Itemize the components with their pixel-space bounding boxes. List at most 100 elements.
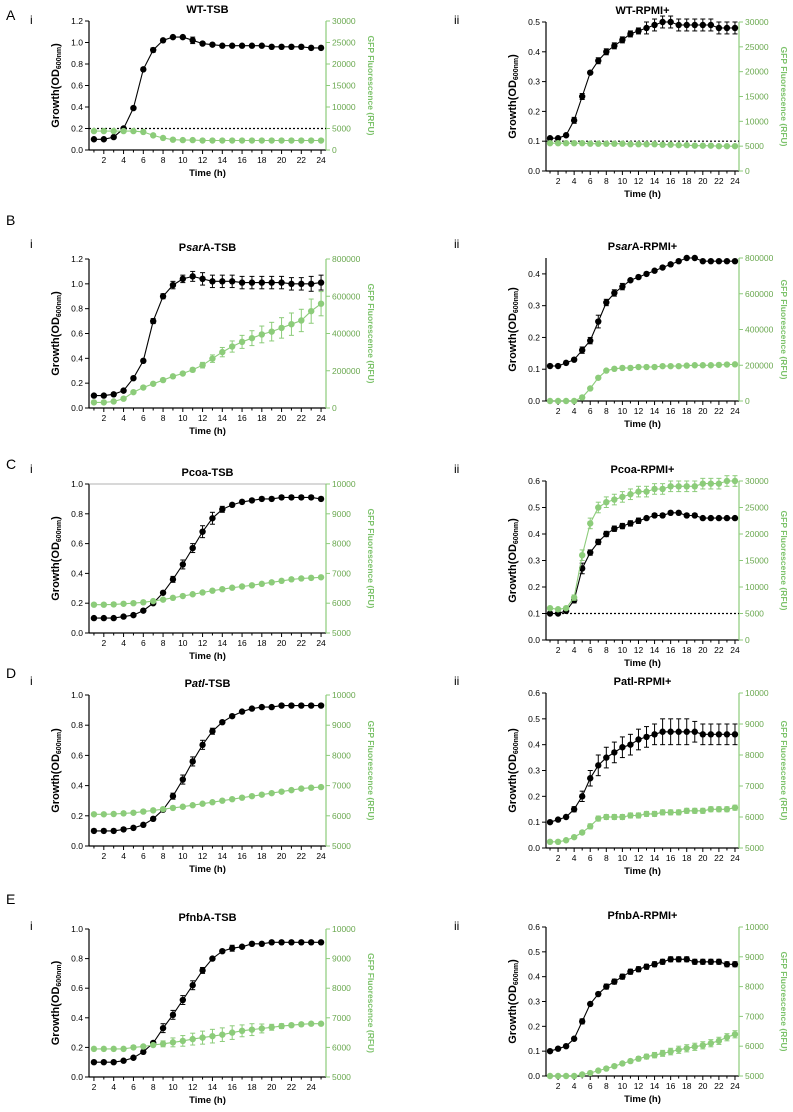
- gfp-point: [667, 1048, 674, 1055]
- gfp-point: [723, 806, 731, 813]
- od-point: [570, 117, 578, 124]
- gfp-point: [546, 838, 554, 845]
- x-axis-label: Time (h): [189, 426, 226, 437]
- y2-tick-label: 400000: [745, 325, 774, 335]
- gfp-point: [715, 142, 723, 150]
- od-point: [627, 741, 634, 748]
- od-point: [562, 132, 570, 139]
- od-point: [603, 48, 610, 55]
- gfp-point: [248, 334, 256, 342]
- section-letter: A: [6, 7, 16, 23]
- gfp-point: [258, 137, 266, 144]
- x-tick-label: 22: [297, 638, 307, 648]
- od-point: [130, 824, 137, 832]
- od-point: [317, 702, 325, 709]
- gfp-point: [189, 366, 196, 374]
- gfp-point: [288, 786, 295, 794]
- od-point: [120, 613, 127, 620]
- od-point: [731, 24, 739, 32]
- gfp-point: [189, 1035, 196, 1043]
- x-tick-label: 4: [572, 1081, 577, 1091]
- panel-title: Pcoa-RPMI+: [611, 464, 675, 476]
- y-tick-label: 0.3: [528, 997, 540, 1007]
- gfp-point: [731, 142, 739, 150]
- gfp-point: [317, 300, 325, 307]
- x-tick-label: 14: [650, 853, 660, 863]
- y2-tick-label: 15000: [745, 556, 769, 566]
- x-tick-label: 10: [168, 1082, 178, 1092]
- y-tick-label: 0.2: [71, 378, 83, 388]
- y-tick-label: 1.0: [71, 924, 83, 934]
- gfp-point: [228, 584, 236, 591]
- y2-tick-label: 200000: [332, 366, 361, 376]
- x-tick-label: 24: [316, 413, 326, 423]
- x-tick-label: 12: [198, 638, 208, 648]
- od-point: [715, 514, 723, 522]
- gfp-point: [603, 813, 610, 821]
- panel-title-italic: sar: [186, 242, 203, 254]
- od-point: [667, 18, 674, 26]
- x-tick-label: 4: [572, 853, 577, 863]
- od-point: [659, 958, 666, 965]
- gfp-point: [683, 141, 690, 149]
- y-axis-label-main: Growth(OD: [50, 317, 62, 376]
- gfp-point: [288, 576, 295, 583]
- od-point: [570, 806, 578, 813]
- gfp-point: [169, 1039, 177, 1046]
- od-point: [635, 27, 642, 35]
- x-tick-label: 6: [588, 853, 593, 863]
- gfp-point: [546, 139, 554, 147]
- x-tick-label: 20: [277, 851, 287, 861]
- x-tick-label: 10: [618, 406, 628, 416]
- gfp-point: [683, 362, 690, 369]
- gfp-point: [691, 483, 698, 490]
- od-point: [603, 754, 610, 761]
- gfp-point: [546, 605, 554, 612]
- od-point: [683, 512, 690, 519]
- od-point: [90, 1059, 98, 1066]
- od-point: [189, 273, 196, 280]
- gfp-point: [587, 385, 594, 392]
- x-tick-label: 6: [588, 1081, 593, 1091]
- x-tick-label: 10: [178, 851, 188, 861]
- x-tick-label: 18: [682, 176, 692, 186]
- y2-tick-label: 20000: [745, 67, 769, 77]
- od-point: [130, 611, 137, 619]
- series-od: [90, 494, 325, 622]
- gfp-point: [90, 127, 98, 135]
- x-tick-label: 16: [227, 1082, 237, 1092]
- x-tick-label: 6: [588, 406, 593, 416]
- gfp-point: [209, 799, 216, 806]
- gfp-point: [278, 324, 285, 332]
- od-point: [651, 731, 658, 738]
- gfp-point: [554, 606, 562, 613]
- gfp-point: [140, 1043, 147, 1050]
- gfp-point: [619, 813, 626, 821]
- od-point: [268, 703, 275, 711]
- od-point: [169, 576, 177, 583]
- od-point: [635, 273, 642, 281]
- section-letter: E: [6, 891, 15, 907]
- gfp-point: [90, 399, 98, 406]
- x-tick-label: 4: [572, 645, 577, 655]
- gfp-point: [635, 1055, 642, 1062]
- gfp-point: [90, 811, 98, 818]
- x-axis-label: Time (h): [624, 189, 661, 200]
- gfp-point: [278, 137, 285, 144]
- gfp-point: [723, 361, 731, 368]
- gfp-curve: [550, 807, 736, 843]
- od-point: [189, 758, 196, 765]
- gfp-point: [562, 1072, 570, 1080]
- gfp-point: [90, 1045, 98, 1053]
- x-tick-label: 14: [650, 645, 660, 655]
- y2-axis-label: GFP Fluorescence (RFU): [779, 511, 789, 611]
- od-point: [238, 42, 246, 49]
- gfp-point: [627, 364, 634, 372]
- x-tick-label: 24: [730, 1081, 740, 1091]
- panel-title-italic: sar: [615, 241, 632, 253]
- od-point: [578, 793, 586, 800]
- gfp-point: [675, 362, 682, 370]
- gfp-point: [715, 480, 723, 487]
- gfp-point: [149, 380, 157, 387]
- gfp-point: [635, 140, 642, 148]
